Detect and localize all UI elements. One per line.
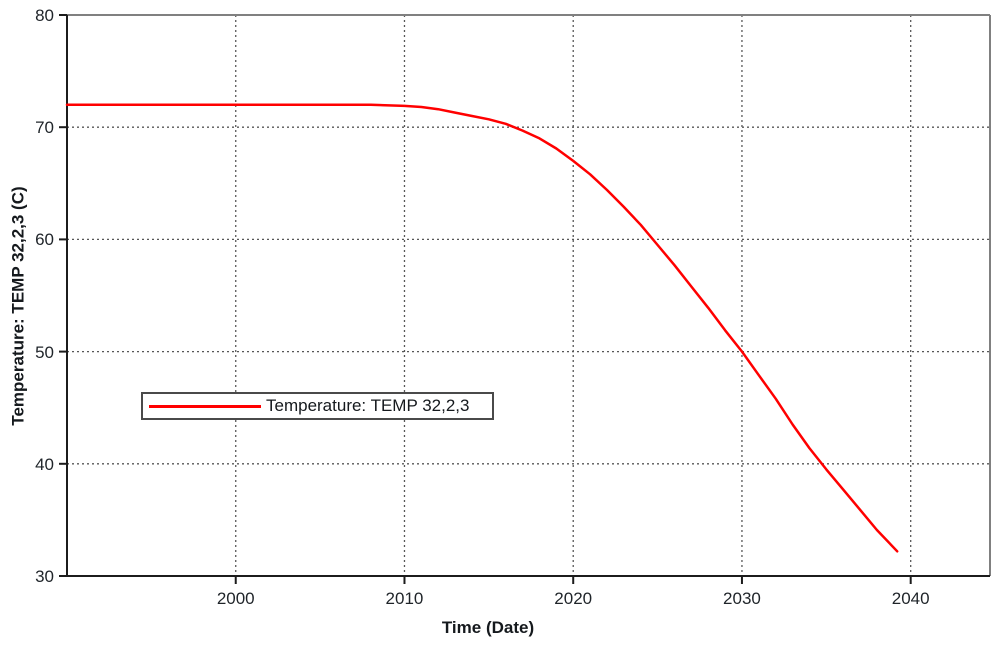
series-path — [65, 103, 899, 553]
x-tick-label: 2030 — [723, 589, 761, 608]
y-tick-label: 60 — [35, 230, 54, 250]
x-tick-label: 2010 — [385, 589, 424, 608]
x-tick-label: 2020 — [554, 589, 593, 608]
y-tick-label: 30 — [35, 567, 54, 586]
x-axis-title: Time (Date) — [441, 618, 535, 637]
y-axis-title: Temperature: TEMP 32,2,3 (C) — [8, 186, 28, 426]
legend-line-sample-icon — [149, 404, 261, 408]
axis-ticks — [59, 14, 912, 584]
x-tick-label: 2000 — [216, 589, 255, 608]
legend-series-label: Temperature: TEMP 32,2,3 — [266, 396, 470, 415]
y-tick-label: 70 — [35, 118, 54, 138]
y-tick-label: 40 — [35, 454, 54, 474]
y-tick-label: 80 — [35, 6, 54, 25]
x-tick-label: 2040 — [891, 589, 930, 608]
gridlines — [67, 15, 990, 576]
legend-box: Temperature: TEMP 32,2,3 — [141, 392, 494, 420]
temperature-series-line — [65, 103, 899, 553]
y-tick-label: 50 — [35, 342, 54, 362]
plot-frame — [66, 14, 991, 577]
